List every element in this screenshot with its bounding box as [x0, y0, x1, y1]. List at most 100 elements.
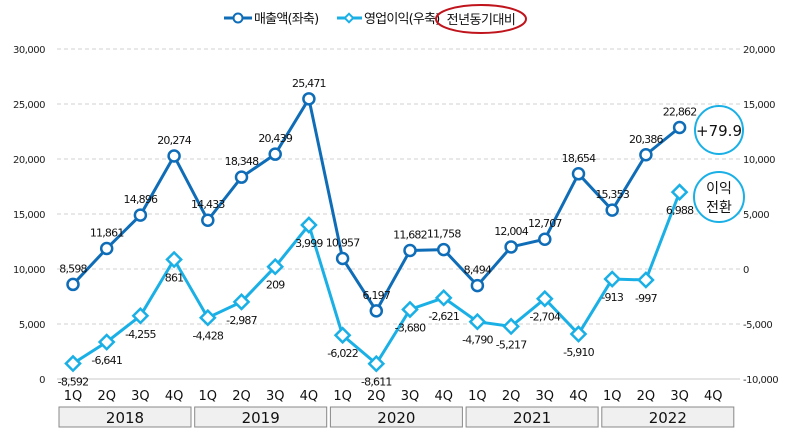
sales-yoy-annotation: +79.9: [696, 122, 742, 140]
profit-data-label: -2,987: [226, 314, 257, 327]
profit-point: [434, 288, 453, 307]
year-box: [58, 406, 192, 428]
x-tick-quarter: 1Q: [333, 389, 352, 404]
year-box: [601, 406, 735, 428]
profit-point: [300, 216, 318, 234]
x-tick-quarter: 3Q: [131, 389, 150, 404]
legend-profit-marker: [343, 12, 355, 24]
sales-point: [167, 149, 181, 163]
sales-data-label: 20,386: [629, 133, 663, 146]
x-tick-quarter: 2Q: [232, 389, 251, 404]
profit-data-label: -8,592: [58, 376, 89, 389]
sales-point: [605, 203, 619, 217]
profit-data-label: -4,428: [192, 330, 223, 343]
left-axis-tick: 20,000: [13, 155, 45, 166]
profit-data-label: -2,621: [428, 310, 459, 323]
legend-yoy-ellipse: [435, 4, 527, 34]
sales-point: [672, 120, 687, 135]
profit-point: [198, 308, 217, 327]
profit-data-label: -4,790: [462, 334, 493, 347]
sales-point: [268, 147, 282, 161]
sales-point: [201, 213, 215, 227]
year-box: [194, 406, 328, 428]
year-box: [465, 406, 599, 428]
sales-point: [538, 232, 552, 246]
profit-point: [333, 326, 352, 345]
left-axis-tick: 15,000: [13, 210, 45, 221]
profit-point: [468, 312, 487, 331]
profit-data-label: -8,611: [361, 376, 392, 389]
profit-point: [131, 306, 150, 325]
profit-data-label: 861: [165, 272, 184, 285]
right-axis-tick: 10,000: [743, 155, 775, 166]
profit-point: [232, 293, 251, 311]
legend-profit-label: 영업이익(우축): [364, 12, 440, 27]
sales-point: [639, 148, 653, 162]
sales-point: [99, 241, 114, 256]
legend-sales-marker: [232, 12, 244, 24]
profit-yoy-annotation-line2: 전환: [706, 200, 732, 216]
sales-data-label: 20,274: [157, 134, 191, 147]
right-axis-tick: -5,000: [743, 320, 772, 331]
x-tick-quarter: 3Q: [266, 389, 285, 404]
profit-data-label: -5,217: [496, 338, 527, 351]
x-tick-quarter: 3Q: [401, 389, 420, 404]
x-tick-quarter: 2Q: [367, 389, 386, 404]
sales-data-label: 11,758: [427, 228, 461, 241]
profit-point: [670, 183, 689, 201]
profit-data-label: -913: [601, 291, 624, 304]
sales-point: [436, 242, 451, 257]
x-tick-year: 2019: [242, 409, 280, 427]
x-tick-quarter: 4Q: [704, 389, 723, 404]
profit-data-label: -6,641: [91, 354, 122, 367]
sales-data-label: 12,004: [494, 225, 528, 238]
sales-point: [302, 92, 316, 106]
sales-data-label: 8,494: [464, 264, 492, 277]
profit-point: [367, 354, 386, 373]
left-axis-tick: 25,000: [13, 100, 45, 111]
profit-data-label: -6,022: [327, 347, 358, 360]
sales-data-label: 18,654: [562, 152, 596, 165]
profit-data-label: -3,680: [395, 321, 426, 334]
x-tick-quarter: 4Q: [569, 389, 588, 404]
sales-point: [403, 243, 417, 258]
profit-data-label: 6,988: [666, 204, 694, 217]
profit-point: [535, 289, 554, 308]
x-tick-quarter: 2Q: [637, 389, 656, 404]
left-axis-tick: 5,000: [19, 320, 45, 331]
x-tick-quarter: 4Q: [300, 389, 319, 404]
x-tick-quarter: 1Q: [64, 389, 83, 404]
x-tick-quarter: 3Q: [670, 389, 689, 404]
x-tick-quarter: 4Q: [165, 389, 184, 404]
x-tick-year: 2021: [513, 409, 551, 427]
sales-data-label: 14,896: [124, 193, 158, 206]
x-tick-quarter: 3Q: [536, 389, 555, 404]
x-tick-year: 2022: [649, 409, 687, 427]
profit-data-label: 3,999: [295, 237, 323, 250]
profit-point: [603, 270, 622, 288]
left-axis-tick: 30,000: [13, 45, 45, 56]
profit-yoy-circle: [693, 171, 745, 223]
x-tick-quarter: 1Q: [468, 389, 487, 404]
sales-data-label: 11,861: [90, 227, 124, 240]
legend-yoy-label: 전년동기대비: [447, 13, 516, 28]
legend-sales-label: 매출액(좌축): [254, 12, 318, 27]
profit-data-label: -2,704: [529, 311, 560, 324]
sales-data-label: 15,353: [595, 188, 629, 201]
sales-data-label: 14,433: [191, 198, 225, 211]
right-axis-tick: 15,000: [743, 100, 775, 111]
sales-point: [66, 277, 80, 292]
profit-data-label: -997: [635, 292, 658, 305]
sales-data-label: 10,957: [326, 236, 360, 249]
profit-point: [97, 333, 116, 351]
profit-data-label: -5,910: [563, 346, 594, 359]
sales-yoy-circle: [694, 105, 744, 155]
left-axis-tick: 10,000: [13, 265, 45, 276]
sales-data-label: 6,197: [363, 289, 391, 302]
x-tick-quarter: 1Q: [603, 389, 622, 404]
right-axis-tick: 5,000: [743, 210, 769, 221]
sales-data-label: 22,862: [663, 106, 697, 119]
sales-data-label: 18,348: [225, 155, 259, 168]
profit-data-label: 209: [266, 279, 285, 292]
